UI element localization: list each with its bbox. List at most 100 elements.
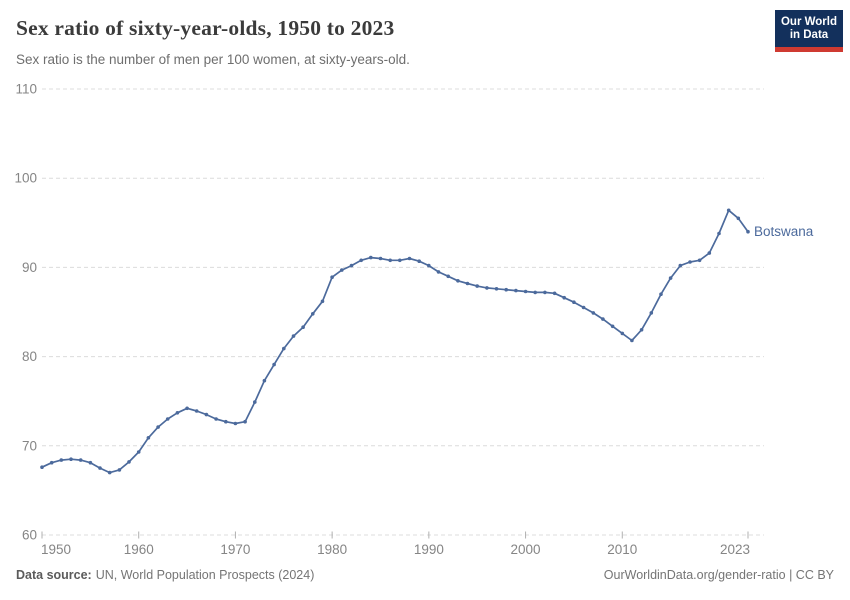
data-point[interactable] [204, 412, 209, 417]
data-source-label: Data source: [16, 568, 92, 582]
data-point[interactable] [562, 295, 566, 300]
data-point[interactable] [301, 325, 305, 330]
data-point[interactable] [427, 263, 431, 268]
data-point[interactable] [407, 256, 412, 261]
x-axis-tick-label: 2010 [607, 542, 637, 557]
owid-logo-line1: Our World [780, 16, 837, 28]
data-point[interactable] [436, 270, 441, 274]
data-point[interactable] [581, 305, 586, 310]
data-point[interactable] [49, 460, 54, 465]
data-point[interactable] [456, 279, 460, 283]
attribution-note: OurWorldinData.org/gender-ratio | CC BY [604, 568, 834, 582]
data-point[interactable] [146, 436, 151, 440]
data-point[interactable] [78, 458, 83, 462]
data-point[interactable] [417, 259, 422, 264]
data-point[interactable] [398, 258, 402, 263]
data-point[interactable] [349, 263, 354, 268]
series-end-label[interactable]: Botswana [754, 224, 814, 239]
series-line-botswana[interactable] [41, 209, 749, 474]
data-point[interactable] [40, 465, 44, 470]
data-point[interactable] [272, 362, 276, 367]
data-point[interactable] [127, 460, 131, 464]
data-point[interactable] [388, 258, 393, 263]
chart-subtitle: Sex ratio is the number of men per 100 w… [16, 52, 410, 67]
data-point[interactable] [620, 331, 625, 336]
data-point[interactable] [117, 468, 122, 472]
data-point[interactable] [311, 312, 315, 316]
data-point[interactable] [485, 286, 489, 290]
data-point[interactable] [243, 419, 247, 424]
data-point[interactable] [320, 299, 325, 304]
data-point[interactable] [523, 289, 528, 294]
data-point[interactable] [668, 276, 673, 280]
x-axis-tick-label: 2000 [511, 542, 541, 557]
data-point[interactable] [601, 317, 605, 321]
data-point[interactable] [282, 346, 286, 351]
data-point[interactable] [340, 268, 344, 272]
data-point[interactable] [156, 425, 160, 429]
data-point[interactable] [194, 409, 199, 413]
data-point[interactable] [446, 274, 451, 279]
license-link[interactable]: CC BY [795, 568, 834, 582]
data-point[interactable] [136, 450, 141, 454]
data-point[interactable] [591, 311, 596, 315]
data-point[interactable] [185, 406, 189, 411]
data-point[interactable] [659, 292, 663, 297]
x-axis-tick-label: 1950 [41, 542, 71, 557]
y-axis-tick-label: 100 [14, 171, 37, 186]
data-point[interactable] [504, 287, 509, 292]
y-axis-tick-label: 60 [22, 528, 37, 543]
owid-logo-box: Our World in Data [775, 10, 843, 47]
data-point[interactable] [630, 338, 634, 343]
data-point[interactable] [494, 287, 499, 291]
y-axis-tick-label: 90 [22, 260, 37, 275]
x-axis-tick-label: 1960 [124, 542, 154, 557]
data-point[interactable] [465, 281, 470, 286]
data-point[interactable] [262, 378, 267, 383]
data-point[interactable] [697, 258, 702, 263]
data-point[interactable] [214, 417, 218, 421]
data-point[interactable] [736, 216, 741, 221]
owid-url-link[interactable]: OurWorldinData.org/gender-ratio [603, 568, 786, 582]
chart-footer: Data source: UN, World Population Prospec… [16, 568, 834, 582]
data-point[interactable] [639, 328, 644, 332]
data-point[interactable] [514, 288, 518, 293]
y-axis-tick-label: 110 [15, 82, 37, 97]
data-point[interactable] [224, 419, 228, 424]
data-point[interactable] [552, 291, 557, 296]
page-title: Sex ratio of sixty-year-olds, 1950 to 20… [16, 16, 395, 40]
data-point[interactable] [175, 411, 180, 415]
data-point[interactable] [533, 290, 537, 295]
data-source-text: UN, World Population Prospects (2024) [95, 568, 315, 582]
data-point[interactable] [253, 400, 257, 404]
data-point[interactable] [233, 421, 238, 426]
data-point[interactable] [59, 458, 64, 462]
data-point[interactable] [649, 311, 654, 315]
data-point[interactable] [688, 260, 692, 264]
data-point[interactable] [572, 300, 576, 305]
data-point[interactable] [98, 466, 102, 470]
data-point[interactable] [475, 284, 480, 288]
data-point[interactable] [369, 255, 373, 260]
data-point[interactable] [88, 460, 93, 465]
data-point[interactable] [359, 258, 364, 263]
y-axis-tick-label: 70 [22, 438, 37, 453]
data-point[interactable] [378, 256, 383, 261]
data-point[interactable] [330, 275, 334, 280]
data-point[interactable] [610, 324, 615, 329]
data-point[interactable] [107, 470, 112, 475]
owid-logo[interactable]: Our World in Data [775, 10, 843, 52]
data-point[interactable] [291, 334, 296, 338]
data-point[interactable] [678, 263, 683, 268]
owid-logo-line2: in Data [789, 29, 829, 41]
data-point[interactable] [543, 290, 547, 295]
data-point[interactable] [746, 229, 750, 234]
data-point[interactable] [726, 208, 731, 213]
x-axis-tick-label: 1980 [317, 542, 347, 557]
data-point[interactable] [165, 417, 170, 421]
data-point[interactable] [707, 251, 712, 255]
data-point[interactable] [69, 457, 73, 462]
data-point[interactable] [717, 231, 721, 236]
